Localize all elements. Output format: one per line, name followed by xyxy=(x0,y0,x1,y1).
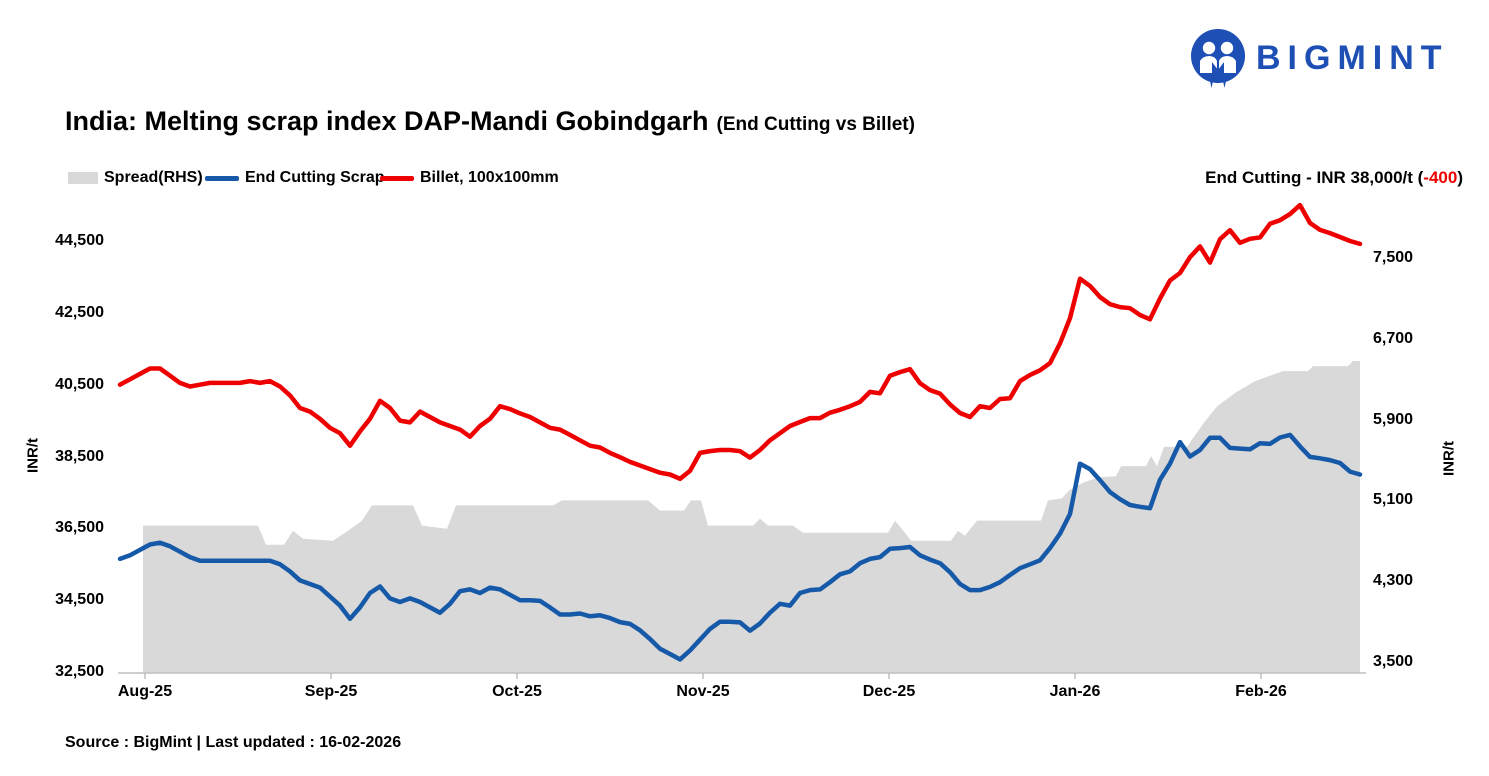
brand-name: BIGMINT xyxy=(1256,38,1449,77)
x-axis-tick-label: Dec-25 xyxy=(862,683,916,700)
x-axis-tick-label: Oct-25 xyxy=(492,683,542,700)
x-axis-tick-label: Jan-26 xyxy=(1049,683,1101,700)
legend-label: End Cutting Scrap xyxy=(245,169,385,186)
legend-swatch-icon xyxy=(380,175,414,181)
left-axis-tick-label: 38,500 xyxy=(55,447,104,465)
brand-logo: BIGMINT xyxy=(1190,28,1449,88)
x-axis-tick-label: Feb-26 xyxy=(1235,683,1287,700)
left-axis-tick-label: 34,500 xyxy=(55,591,104,609)
right-axis-tick-label: 5,100 xyxy=(1373,491,1414,509)
callout-change: -400 xyxy=(1423,168,1458,187)
legend-swatch-icon xyxy=(205,175,239,181)
source-note: Source : BigMint | Last updated : 16-02-… xyxy=(65,734,402,751)
x-axis-tick-label: Sep-25 xyxy=(304,683,358,700)
spread-area-series xyxy=(143,361,1360,673)
legend-item-billet-100x100mm: Billet, 100x100mm xyxy=(380,166,559,190)
billet-line-series xyxy=(117,202,1363,482)
right-axis-tick-label: 3,500 xyxy=(1373,653,1414,670)
right-axis-tick-label: 4,300 xyxy=(1373,572,1414,590)
callout-close-paren: ) xyxy=(1457,168,1463,187)
legend-label: Spread(RHS) xyxy=(104,169,203,186)
latest-price-callout: End Cutting - INR 38,000/t (-400) xyxy=(1205,168,1463,188)
right-axis-tick-label: 6,700 xyxy=(1373,329,1414,347)
legend-swatch-icon xyxy=(68,172,98,184)
left-axis-title: INR/t xyxy=(24,438,42,473)
legend-item-end-cutting-scrap: End Cutting Scrap xyxy=(205,166,385,190)
x-axis-tick-label: Nov-25 xyxy=(676,683,730,700)
left-axis-tick-label: 36,500 xyxy=(55,519,104,537)
title-main: India: Melting scrap index DAP-Mandi Gob… xyxy=(65,106,709,136)
legend-item-spread-rhs-: Spread(RHS) xyxy=(68,166,203,190)
end-cutting-scrap-line-series xyxy=(117,432,1363,662)
right-axis-title: INR/t xyxy=(1440,441,1458,476)
page-title: India: Melting scrap index DAP-Mandi Gob… xyxy=(65,106,915,137)
chart-legend: Spread(RHS) End Cutting Scrap Billet, 100x… xyxy=(0,166,1489,190)
callout-label: End Cutting - INR 38,000/t ( xyxy=(1205,168,1424,187)
left-axis-tick-label: 42,500 xyxy=(55,303,104,321)
left-axis-tick-label: 40,500 xyxy=(55,375,104,393)
title-suffix: (End Cutting vs Billet) xyxy=(716,114,915,135)
legend-label: Billet, 100x100mm xyxy=(420,169,559,186)
x-axis-tick-label: Aug-25 xyxy=(117,683,173,700)
left-axis-tick-label: 44,500 xyxy=(55,232,104,249)
right-axis-tick-label: 7,500 xyxy=(1373,249,1414,266)
bigmint-logo-icon xyxy=(1191,29,1245,88)
left-axis-tick-label: 32,500 xyxy=(55,663,104,680)
right-axis-tick-label: 5,900 xyxy=(1373,410,1414,428)
